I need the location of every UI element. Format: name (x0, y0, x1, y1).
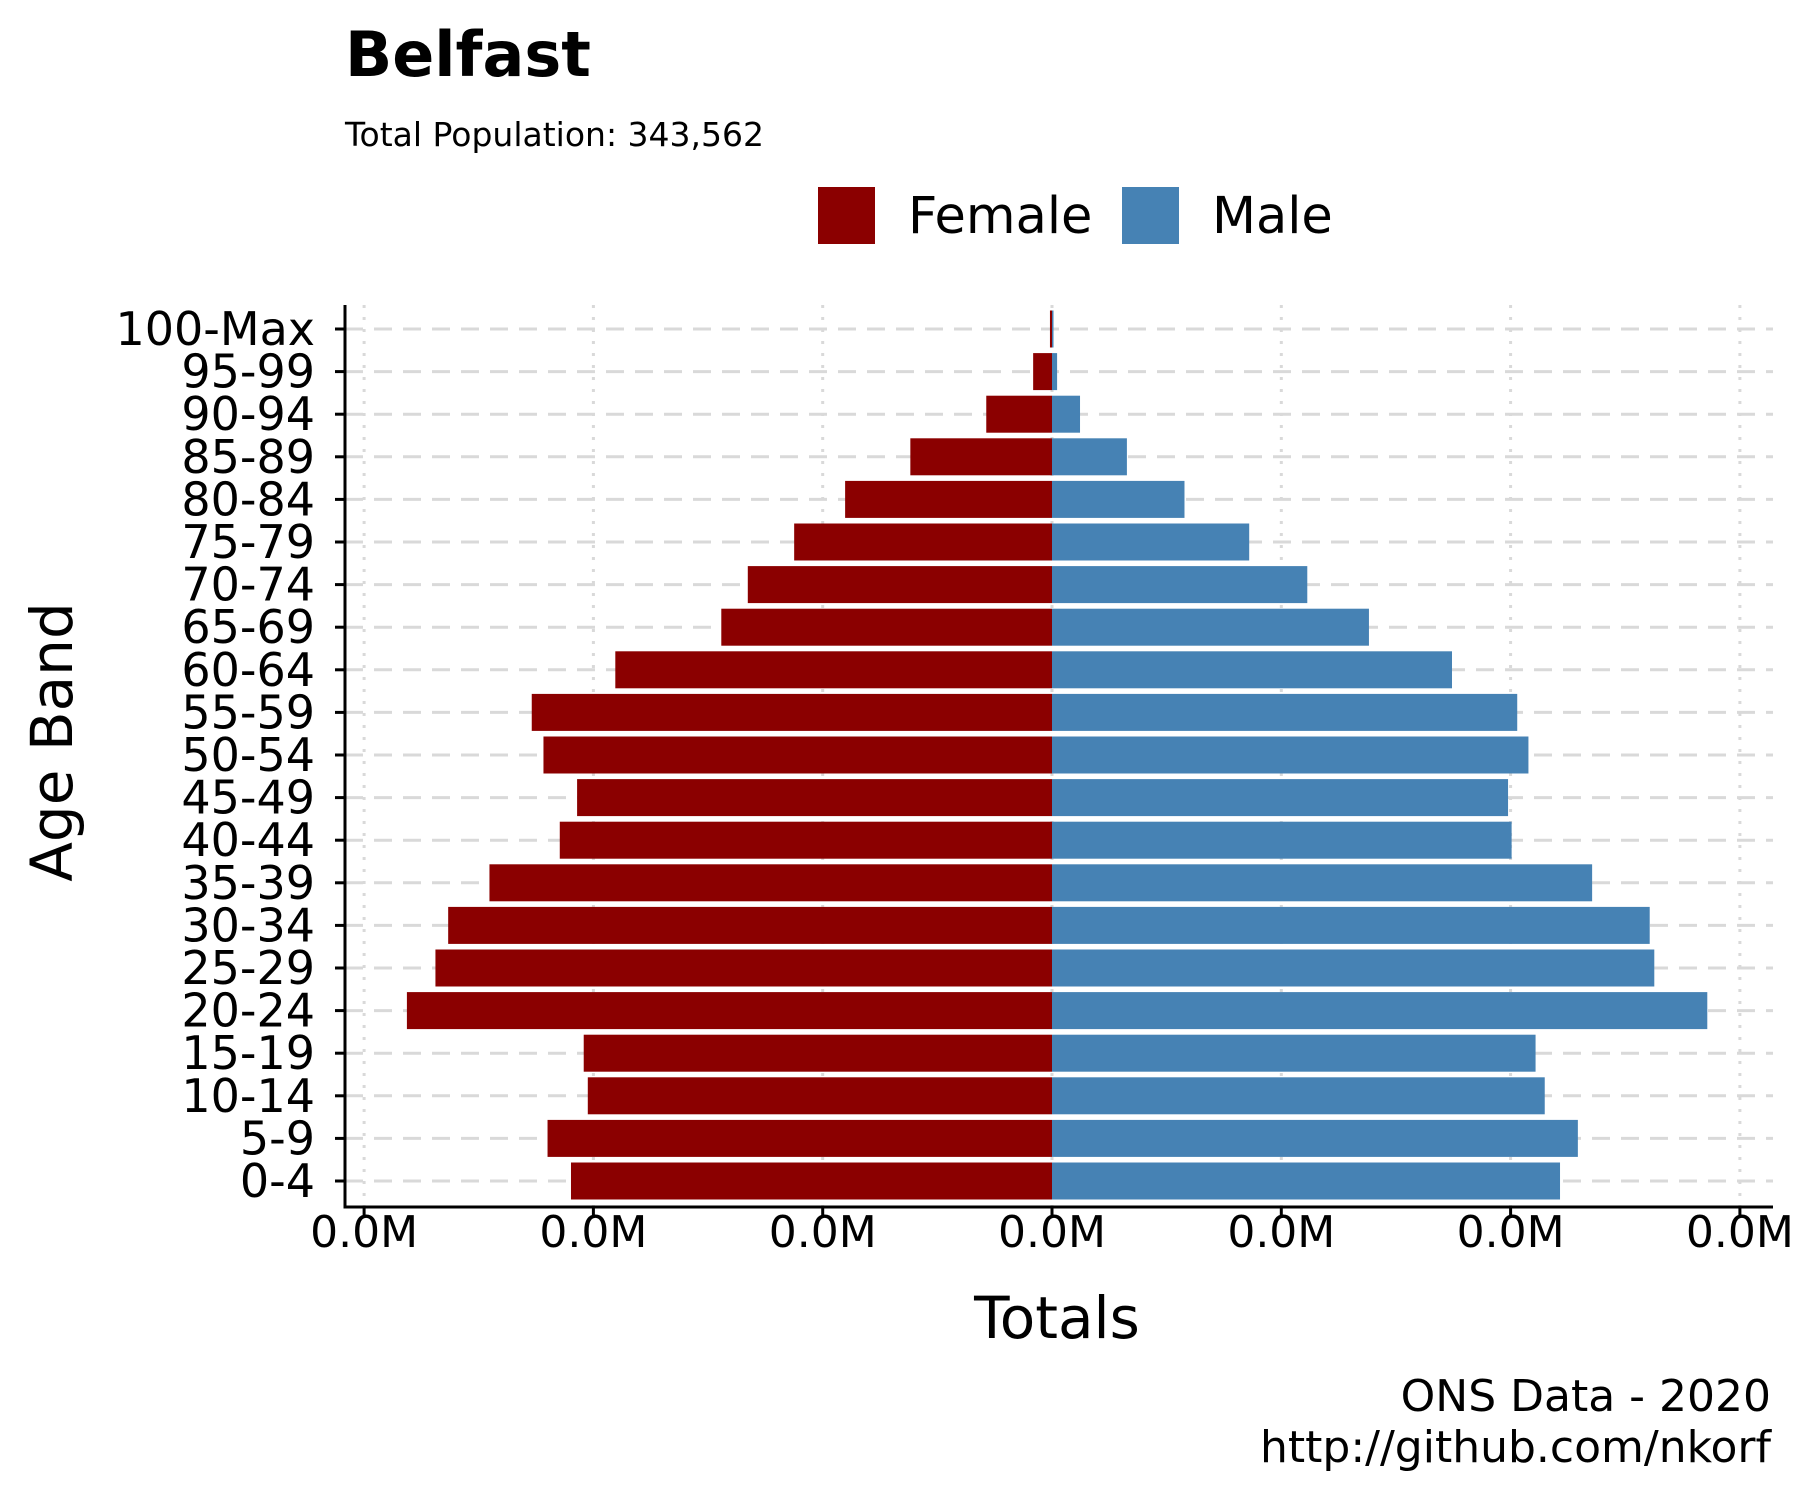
y-tick-labels: 0-45-910-1415-1920-2425-2930-3435-3940-4… (116, 302, 316, 1208)
axes (335, 305, 1773, 1218)
bar-female-5-9 (547, 1119, 1052, 1157)
bar-male-30-34 (1052, 906, 1650, 944)
bar-female-45-49 (577, 779, 1052, 817)
bar-male-100-Max (1052, 310, 1054, 348)
bar-female-60-64 (615, 651, 1052, 689)
y-tick-label: 35-39 (181, 856, 315, 910)
legend-label-male: Male (1212, 187, 1333, 246)
x-tick-label: 0.0M (539, 1207, 647, 1258)
x-tick-label: 0.0M (998, 1207, 1106, 1258)
bar-male-10-14 (1052, 1077, 1545, 1115)
bar-male-20-24 (1052, 992, 1708, 1030)
bar-male-55-59 (1052, 693, 1518, 731)
x-tick-label: 0.0M (1227, 1207, 1335, 1258)
bar-male-45-49 (1052, 779, 1509, 817)
bar-male-60-64 (1052, 651, 1453, 689)
y-tick-label: 85-89 (181, 430, 315, 484)
bar-female-55-59 (531, 693, 1052, 731)
legend-swatch-female (818, 187, 875, 244)
bar-male-50-54 (1052, 736, 1529, 774)
bar-female-30-34 (448, 906, 1053, 944)
legend: Female Male (818, 187, 1333, 246)
bar-male-80-84 (1052, 480, 1185, 518)
x-tick-label: 0.0M (769, 1207, 877, 1258)
bar-male-70-74 (1052, 566, 1308, 604)
bar-male-25-29 (1052, 949, 1655, 987)
bar-female-15-19 (583, 1034, 1052, 1072)
y-tick-label: 80-84 (181, 472, 315, 526)
y-tick-label: 75-79 (181, 515, 315, 569)
caption-url: http://github.com/nkorf (1260, 1422, 1772, 1473)
bar-female-35-39 (489, 864, 1052, 902)
bar-female-95-99 (1033, 353, 1052, 391)
y-tick-label: 30-34 (181, 898, 315, 952)
bar-female-90-94 (986, 395, 1052, 433)
bar-female-25-29 (435, 949, 1053, 987)
x-axis-title: Totals (973, 1284, 1140, 1352)
y-tick-label: 60-64 (181, 643, 315, 697)
y-tick-label: 70-74 (181, 558, 315, 612)
bar-male-40-44 (1052, 821, 1512, 859)
y-tick-label: 100-Max (116, 302, 316, 356)
bar-male-90-94 (1052, 395, 1081, 433)
x-tick-label: 0.0M (310, 1207, 418, 1258)
x-tick-labels: 0.0M 0.0M 0.0M 0.0M 0.0M 0.0M 0.0M (310, 1207, 1794, 1258)
y-tick-label: 65-69 (181, 600, 315, 654)
bar-female-85-89 (910, 438, 1052, 476)
y-tick-label: 5-9 (240, 1111, 315, 1165)
bar-female-70-74 (747, 566, 1052, 604)
y-tick-label: 25-29 (181, 941, 315, 995)
bar-male-35-39 (1052, 864, 1593, 902)
x-tick-label: 0.0M (1686, 1207, 1794, 1258)
bar-male-95-99 (1052, 353, 1058, 391)
bars (406, 310, 1708, 1200)
bar-female-65-69 (721, 608, 1052, 646)
bar-male-65-69 (1052, 608, 1369, 646)
caption-source: ONS Data - 2020 (1401, 1371, 1771, 1422)
y-tick-label: 55-59 (181, 685, 315, 739)
chart-subtitle: Total Population: 343,562 (344, 115, 764, 154)
y-tick-label: 50-54 (181, 728, 315, 782)
x-tick-label: 0.0M (1457, 1207, 1565, 1258)
y-tick-label: 20-24 (181, 984, 315, 1038)
chart-title: Belfast (345, 18, 591, 91)
legend-swatch-male (1122, 187, 1179, 244)
bar-female-75-79 (794, 523, 1052, 561)
bar-female-0-4 (570, 1162, 1052, 1200)
y-tick-label: 40-44 (181, 813, 315, 867)
bar-female-50-54 (543, 736, 1052, 774)
bar-female-20-24 (406, 992, 1052, 1030)
legend-label-female: Female (908, 187, 1092, 246)
bar-male-85-89 (1052, 438, 1127, 476)
bar-female-100-Max (1049, 310, 1052, 348)
bar-male-75-79 (1052, 523, 1250, 561)
bar-female-80-84 (845, 480, 1052, 518)
bar-male-5-9 (1052, 1119, 1578, 1157)
y-axis-title: Age Band (18, 602, 86, 882)
y-tick-label: 95-99 (181, 345, 315, 399)
y-tick-label: 45-49 (181, 771, 315, 825)
y-tick-label: 0-4 (240, 1154, 315, 1208)
bar-female-10-14 (587, 1077, 1052, 1115)
bar-male-15-19 (1052, 1034, 1536, 1072)
bar-male-0-4 (1052, 1162, 1561, 1200)
y-tick-label: 10-14 (181, 1069, 315, 1123)
bar-female-40-44 (559, 821, 1052, 859)
y-tick-label: 90-94 (181, 387, 315, 441)
y-tick-label: 15-19 (181, 1026, 315, 1080)
